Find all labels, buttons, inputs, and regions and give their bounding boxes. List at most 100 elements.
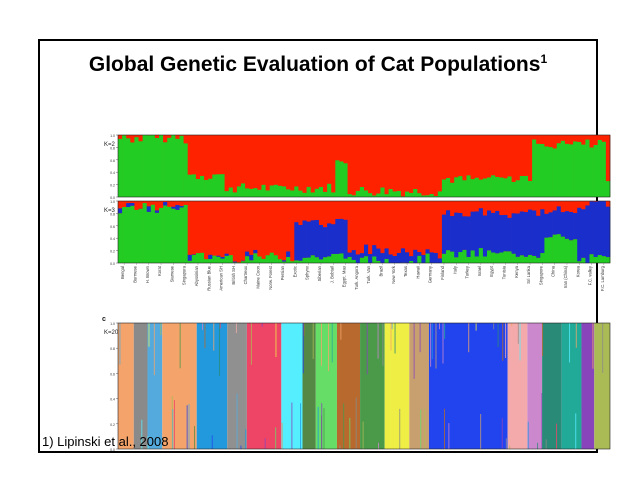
panel-b-bar-segment xyxy=(163,201,168,202)
panel-a-bar-segment xyxy=(359,135,365,187)
panel-a-bar-segment xyxy=(482,178,488,197)
panel-a-bar-segment xyxy=(601,135,607,142)
panel-a-bar-segment xyxy=(585,139,590,197)
panel-b-bar-segment xyxy=(417,252,422,256)
panel-b-bar-segment xyxy=(175,209,180,263)
panel-a-bar-segment xyxy=(433,135,439,196)
panel-a-bar-segment xyxy=(224,135,229,192)
panel-a-bar-segment xyxy=(470,135,475,180)
panel-a-bar-segment xyxy=(499,135,504,178)
panel-c-admixture-streak xyxy=(219,323,221,376)
panel-b-bar-segment xyxy=(355,254,361,263)
panel-a-axis: 1.0 0.8 0.6 0.4 0.2 0.0 K=2 xyxy=(104,134,118,200)
panel-b-bar-segment xyxy=(134,209,139,263)
panel-a-bar-segment xyxy=(429,135,434,195)
panel-a-bar-segment xyxy=(552,135,557,149)
panel-a-bar-segment xyxy=(540,143,545,197)
panel-b-bar-segment xyxy=(273,255,279,263)
panel-b-bar-segment xyxy=(351,259,357,263)
panel-c-admixture-streak xyxy=(349,417,351,449)
panel-c-admixture-streak xyxy=(321,403,323,449)
panel-a-bar-segment xyxy=(409,135,414,193)
panel-a-bar-segment xyxy=(261,135,266,185)
panel-b-bar-segment xyxy=(601,201,607,257)
panel-a-bar-segment xyxy=(388,135,393,189)
population-label: Turkey xyxy=(465,265,470,279)
panel-b-bar-segment xyxy=(290,261,295,263)
panel-c-cluster-block xyxy=(281,323,303,449)
panel-b-bar-segment xyxy=(388,254,393,263)
panel-b-bar-segment xyxy=(216,256,221,263)
panel-b-bar-segment xyxy=(245,201,250,252)
panel-a-bar-segment xyxy=(245,135,250,189)
panel-a-bar-segment xyxy=(523,135,529,176)
panel-c-admixture-streak xyxy=(419,323,421,353)
panel-a-bar-segment xyxy=(589,135,594,148)
panel-b-bar-segment xyxy=(150,204,156,263)
panel-b-bar-segment xyxy=(126,201,131,204)
panel-c-admixture-streak xyxy=(339,445,341,449)
panel-a-ytick: 0.6 xyxy=(110,159,115,163)
panel-b-bar-segment xyxy=(396,252,402,263)
panel-c-admixture-streak xyxy=(245,429,247,449)
panel-a-bar-segment xyxy=(409,192,414,197)
panel-c-admixture-streak xyxy=(475,323,477,331)
panel-a-bar-segment xyxy=(597,139,603,197)
panel-b-bar-segment xyxy=(327,223,332,257)
panel-a-bar-segment xyxy=(298,135,303,191)
panel-b-bar-segment xyxy=(466,201,471,217)
panel-c-admixture-streak xyxy=(592,323,594,369)
panel-b-bar-segment xyxy=(187,254,193,261)
panel-b-bar-segment xyxy=(208,201,213,255)
panel-a-bar-segment xyxy=(220,174,225,197)
panel-b-bar-segment xyxy=(503,201,508,215)
panel-a-bar-segment xyxy=(511,135,516,182)
panel-a-bar-segment xyxy=(355,135,361,191)
panel-a-bar-segment xyxy=(396,135,402,191)
panel-b-bar-segment xyxy=(318,259,324,263)
panel-b-bar-segment xyxy=(487,210,492,251)
panel-c-admixture-streak xyxy=(497,323,499,348)
panel-a-bar-segment xyxy=(150,135,156,197)
panel-b-bar-segment xyxy=(130,202,135,206)
panel-b-bar-segment xyxy=(446,250,451,263)
panel-b-bar-segment xyxy=(470,211,475,251)
panel-b-bar-segment xyxy=(478,208,484,249)
panel-a-bar-segment xyxy=(581,135,586,145)
panel-b-axis: 1.0 0.8 0.6 0.4 0.2 0.0 K=3 xyxy=(104,200,118,266)
panel-a-bar-segment xyxy=(355,190,361,197)
panel-b-bar-segment xyxy=(351,201,357,251)
panel-b-bar-segment xyxy=(388,201,393,255)
panel-a-bar-segment xyxy=(560,140,566,197)
population-label: Maine Coon xyxy=(255,265,260,288)
panel-b-bar-segment xyxy=(327,201,332,224)
panel-b-bar-segment xyxy=(122,206,127,263)
panel-b-bar-segment xyxy=(384,201,389,249)
panel-b-bar-segment xyxy=(405,201,410,253)
panel-b-bar-segment xyxy=(232,261,238,263)
population-label: Turk. Angora xyxy=(354,265,359,289)
panel-b-bar-segment xyxy=(491,201,496,213)
panel-b-bar-segment xyxy=(507,201,512,218)
population-labels: Bengal Burmese H. Brown Korat Siamese Singapu… xyxy=(120,263,605,291)
population-label: Egypt. Mau xyxy=(342,265,347,287)
panel-c-admixture-streak xyxy=(431,323,433,360)
population-label: Abyssinian xyxy=(194,265,199,286)
panel-a-bar-segment xyxy=(364,190,369,197)
panel-b-bar-segment xyxy=(232,201,238,262)
population-label: Italy xyxy=(452,265,457,274)
population-label: Finland xyxy=(440,265,445,279)
population-label: Singapura xyxy=(182,265,187,285)
panel-b-bar-segment xyxy=(335,218,340,254)
panel-b-bar-segment xyxy=(122,201,127,207)
panel-a-ytick: 0.4 xyxy=(110,171,115,175)
panel-c-admixture-streak xyxy=(153,323,155,376)
panel-a-bar-segment xyxy=(138,141,143,197)
panel-c-admixture-streak xyxy=(261,323,263,327)
panel-a-bar-segment xyxy=(294,186,299,197)
panel-a-ytick: 0.0 xyxy=(110,196,115,200)
panel-b-bar-segment xyxy=(487,201,492,211)
panel-a-bar-segment xyxy=(294,135,299,187)
panel-b-bar-segment xyxy=(195,201,201,254)
panel-b-bar-segment xyxy=(191,254,197,263)
